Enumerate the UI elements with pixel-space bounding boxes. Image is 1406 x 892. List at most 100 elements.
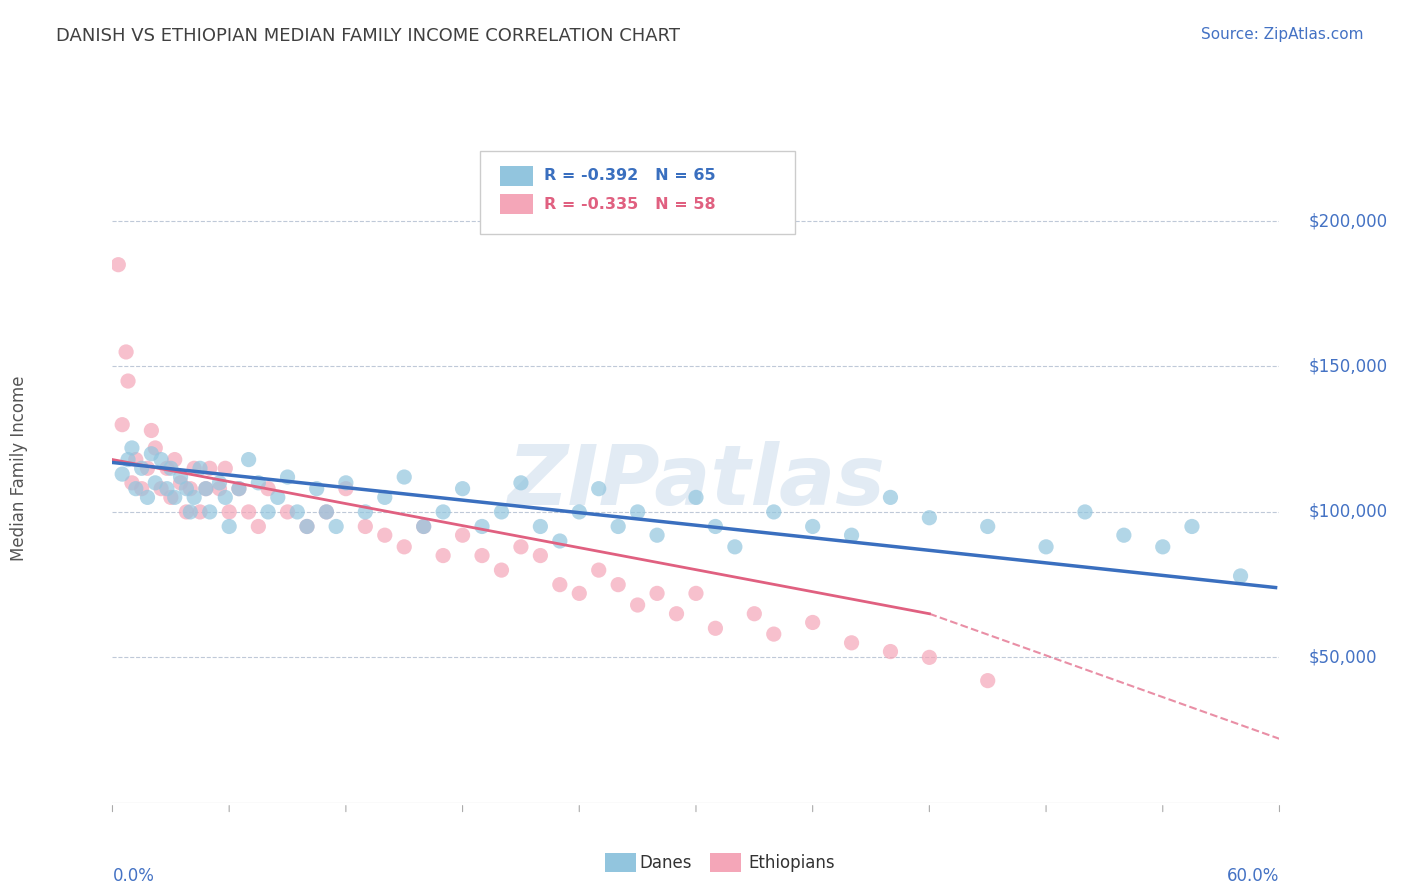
Point bbox=[801, 615, 824, 630]
Point bbox=[1229, 569, 1251, 583]
Point bbox=[762, 505, 785, 519]
Point bbox=[335, 475, 357, 490]
Point bbox=[762, 627, 785, 641]
Point bbox=[305, 482, 328, 496]
Point bbox=[1035, 540, 1057, 554]
Point bbox=[214, 491, 236, 505]
Point bbox=[685, 491, 707, 505]
Point bbox=[150, 452, 173, 467]
Point bbox=[257, 482, 280, 496]
Point bbox=[509, 540, 531, 554]
Point bbox=[335, 482, 357, 496]
Point bbox=[471, 519, 494, 533]
Point bbox=[141, 447, 163, 461]
Point bbox=[156, 461, 179, 475]
Point bbox=[156, 482, 179, 496]
Point bbox=[183, 461, 205, 475]
Point bbox=[374, 528, 396, 542]
Text: $150,000: $150,000 bbox=[1309, 358, 1388, 376]
Point bbox=[169, 470, 191, 484]
Point bbox=[176, 505, 198, 519]
Point bbox=[548, 534, 571, 549]
Point bbox=[529, 519, 551, 533]
Point bbox=[169, 475, 191, 490]
Point bbox=[228, 482, 250, 496]
Text: R = -0.392   N = 65: R = -0.392 N = 65 bbox=[544, 169, 716, 184]
Point bbox=[208, 475, 231, 490]
Point bbox=[588, 482, 610, 496]
Point bbox=[1152, 540, 1174, 554]
Text: Source: ZipAtlas.com: Source: ZipAtlas.com bbox=[1201, 27, 1364, 42]
Point bbox=[704, 621, 727, 635]
FancyBboxPatch shape bbox=[501, 194, 533, 214]
Point bbox=[198, 461, 221, 475]
Point bbox=[879, 644, 901, 658]
Point bbox=[841, 636, 863, 650]
Point bbox=[163, 452, 186, 467]
Point bbox=[354, 519, 377, 533]
Point bbox=[179, 505, 201, 519]
Point bbox=[529, 549, 551, 563]
Point bbox=[163, 491, 186, 505]
Point bbox=[176, 482, 198, 496]
Point bbox=[228, 482, 250, 496]
Point bbox=[143, 475, 166, 490]
Point bbox=[704, 519, 727, 533]
Point bbox=[267, 491, 290, 505]
Point bbox=[509, 475, 531, 490]
Point bbox=[392, 470, 416, 484]
Point bbox=[143, 441, 166, 455]
Point bbox=[607, 519, 630, 533]
Text: ZIPatlas: ZIPatlas bbox=[508, 442, 884, 522]
Point bbox=[918, 650, 941, 665]
Point bbox=[285, 505, 308, 519]
Point bbox=[627, 505, 650, 519]
Point bbox=[491, 563, 513, 577]
Point bbox=[432, 505, 454, 519]
Point bbox=[188, 461, 211, 475]
Point bbox=[117, 452, 139, 467]
Point bbox=[188, 505, 211, 519]
Point bbox=[325, 519, 347, 533]
Text: 0.0%: 0.0% bbox=[112, 867, 155, 885]
Point bbox=[471, 549, 494, 563]
Point bbox=[412, 519, 434, 533]
Point bbox=[548, 577, 571, 591]
Point bbox=[841, 528, 863, 542]
Point bbox=[150, 482, 173, 496]
Point bbox=[918, 510, 941, 524]
Point bbox=[208, 482, 231, 496]
Point bbox=[568, 586, 591, 600]
Point bbox=[645, 528, 668, 542]
Point bbox=[354, 505, 377, 519]
Point bbox=[724, 540, 747, 554]
Point bbox=[131, 461, 153, 475]
Point bbox=[665, 607, 688, 621]
Text: $50,000: $50,000 bbox=[1309, 648, 1376, 666]
Point bbox=[976, 673, 998, 688]
Text: Ethiopians: Ethiopians bbox=[748, 854, 835, 871]
Point bbox=[131, 482, 153, 496]
Point bbox=[136, 491, 159, 505]
Text: $200,000: $200,000 bbox=[1309, 212, 1388, 230]
Point bbox=[627, 598, 650, 612]
Point bbox=[568, 505, 591, 519]
Point bbox=[238, 452, 260, 467]
Point bbox=[1112, 528, 1135, 542]
Point bbox=[1074, 505, 1097, 519]
Point bbox=[111, 417, 134, 432]
Point bbox=[125, 452, 148, 467]
Point bbox=[295, 519, 318, 533]
Point bbox=[111, 467, 134, 482]
Point bbox=[238, 505, 260, 519]
Text: Median Family Income: Median Family Income bbox=[10, 376, 28, 561]
Point bbox=[117, 374, 139, 388]
Text: $100,000: $100,000 bbox=[1309, 503, 1388, 521]
Point bbox=[374, 491, 396, 505]
Point bbox=[214, 461, 236, 475]
Point bbox=[276, 470, 298, 484]
FancyBboxPatch shape bbox=[501, 166, 533, 186]
Point bbox=[607, 577, 630, 591]
Point bbox=[121, 475, 143, 490]
Point bbox=[879, 491, 901, 505]
